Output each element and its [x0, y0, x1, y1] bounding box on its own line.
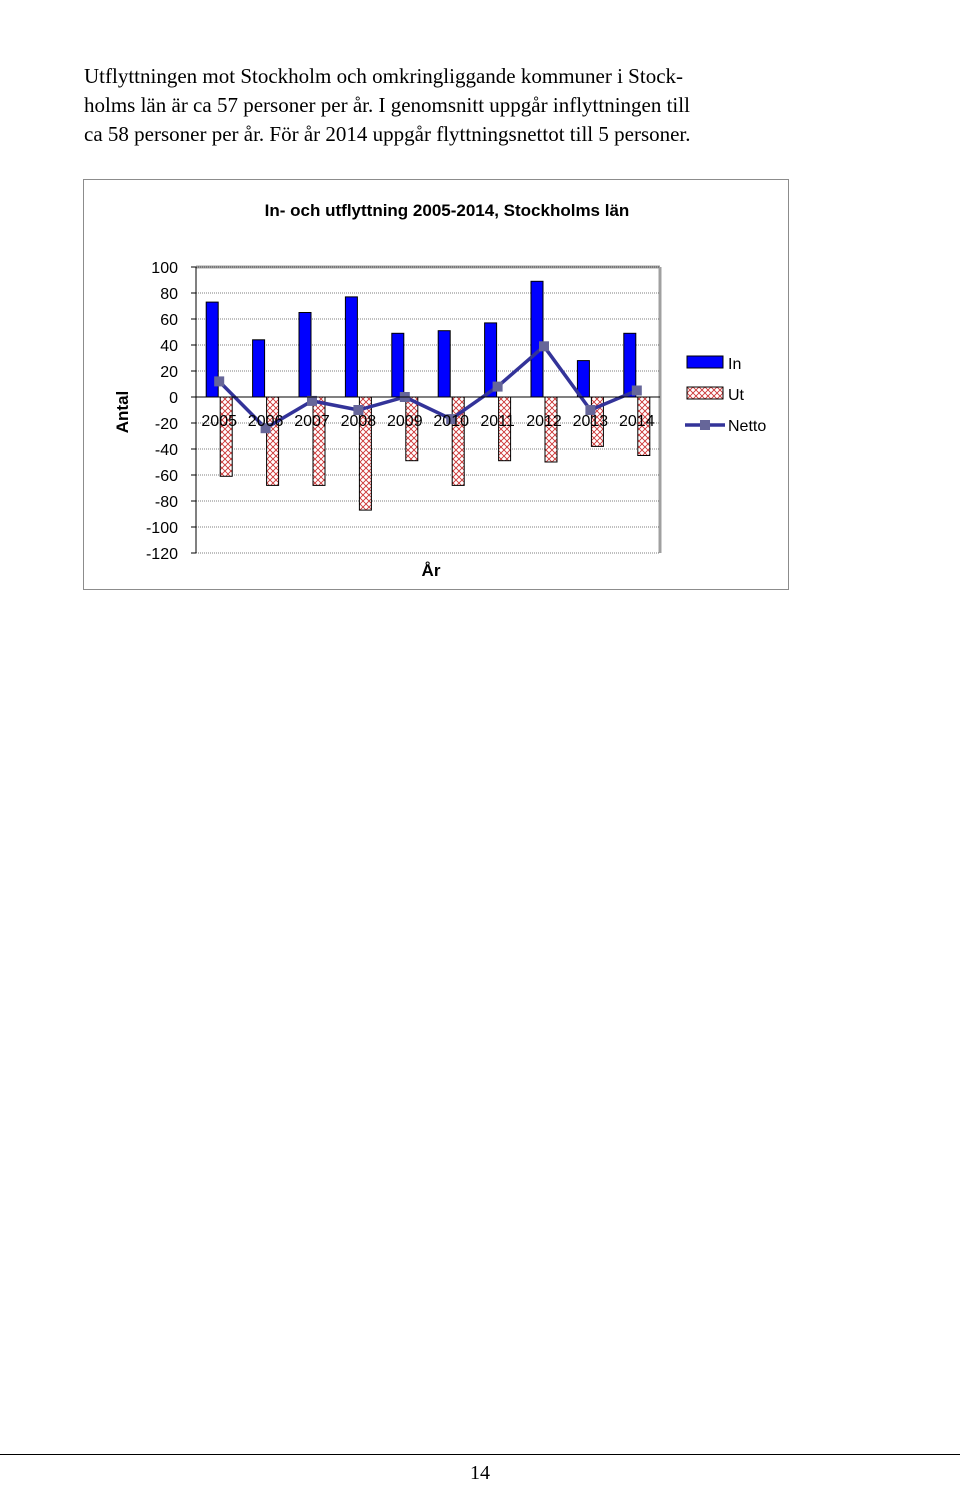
y-tick-label: 0: [169, 390, 178, 407]
y-tick-label: 40: [160, 338, 178, 355]
point-netto-2011: [492, 381, 503, 392]
y-tick-label: -40: [155, 442, 178, 459]
bar-in-2009: [391, 332, 405, 398]
chart-frame: 100 80 60 40 20 0 -20 -40 -60 -80 -100 -120 2005 2006…: [83, 179, 789, 590]
bar-in-2010: [437, 330, 451, 398]
point-netto-2006: [260, 423, 271, 434]
body-paragraph: Utflyttningen mot Stockholm och omkringl…: [84, 62, 844, 149]
chart-title: In- och utflyttning 2005-2014, Stockholm…: [265, 201, 630, 220]
line-netto: [217, 344, 638, 430]
y-tick-label: 80: [160, 286, 178, 303]
chart: 100 80 60 40 20 0 -20 -40 -60 -80 -100 -120 2005 2006…: [113, 201, 766, 580]
point-netto-2007: [307, 395, 317, 406]
y-tick-label: -20: [155, 416, 178, 433]
bar-in-2006: [252, 339, 266, 398]
legend-label-netto: Netto: [728, 418, 766, 435]
x-tick-label: 2006: [248, 413, 284, 430]
x-tick-label: 2014: [619, 413, 655, 430]
x-tick-label: 2008: [341, 413, 377, 430]
y-tick-label: 60: [160, 312, 178, 329]
page-number: 14: [470, 1462, 490, 1484]
bar-in-2007: [298, 312, 312, 398]
bar-ut-2005: [219, 396, 233, 477]
y-tick-label: 100: [151, 260, 178, 277]
footer-divider: [0, 1454, 960, 1455]
point-netto-2012: [539, 341, 549, 352]
x-tick-label: 2005: [201, 413, 237, 430]
bar-in-2012: [530, 280, 544, 398]
bar-in-2013: [576, 360, 590, 398]
y-tick-label: -80: [155, 494, 178, 511]
paragraph-line: ca 58 personer per år. För år 2014 uppgå…: [84, 122, 691, 146]
x-tick-label: 2013: [573, 413, 609, 430]
point-netto-2005: [214, 376, 225, 387]
point-netto-2008: [353, 405, 364, 415]
legend-label-in: In: [728, 356, 741, 373]
legend-swatch-ut: [686, 386, 724, 400]
y-tick-label: -100: [146, 520, 178, 537]
x-tick-label: 2009: [387, 413, 423, 430]
x-tick-label: 2010: [433, 413, 469, 430]
point-netto-2010: [446, 414, 457, 425]
y-tick-label: -60: [155, 468, 178, 485]
point-netto-2013: [585, 405, 596, 415]
x-axis-title: År: [422, 561, 441, 580]
point-netto-2014: [631, 385, 642, 396]
x-tick-label: 2011: [480, 413, 515, 430]
x-tick-label: 2007: [294, 413, 330, 430]
bar-in-2008: [344, 296, 358, 398]
legend-swatch-in: [686, 355, 724, 369]
bar-ut-2007: [312, 396, 326, 486]
y-tick-label: 20: [160, 364, 178, 381]
paragraph-line: Utflyttningen mot Stockholm och omkringl…: [84, 64, 684, 88]
bar-ut-2006: [266, 396, 280, 486]
y-axis-title: Antal: [113, 391, 132, 434]
x-tick-label: 2012: [526, 413, 562, 430]
legend-label-ut: Ut: [728, 387, 745, 404]
y-tick-label: -120: [146, 546, 178, 563]
paragraph-line: holms län är ca 57 personer per år. I ge…: [84, 93, 690, 117]
legend-swatch-netto-marker: [700, 420, 710, 430]
